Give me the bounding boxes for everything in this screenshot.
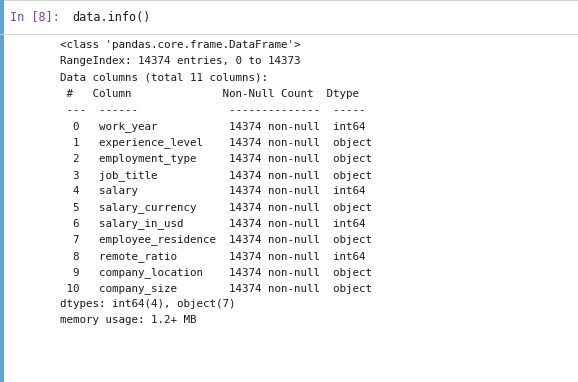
Text: In [8]:: In [8]: [10,10,60,24]
Text: 8   remote_ratio        14374 non-null  int64: 8 remote_ratio 14374 non-null int64 [60,251,365,262]
Text: RangeIndex: 14374 entries, 0 to 14373: RangeIndex: 14374 entries, 0 to 14373 [60,56,301,66]
Text: 3   job_title           14374 non-null  object: 3 job_title 14374 non-null object [60,170,372,181]
Text: data.info(): data.info() [72,10,150,24]
Bar [0,34,4,382]
Bar [0,0,4,34]
Text: 7   employee_residence  14374 non-null  object: 7 employee_residence 14374 non-null obje… [60,235,372,245]
Text: Data columns (total 11 columns):: Data columns (total 11 columns): [60,73,268,83]
Text: dtypes: int64(4), object(7): dtypes: int64(4), object(7) [60,299,235,309]
Text: 2   employment_type     14374 non-null  object: 2 employment_type 14374 non-null object [60,154,372,164]
Text: memory usage: 1.2+ MB: memory usage: 1.2+ MB [60,316,197,325]
Text: 6   salary_in_usd       14374 non-null  int64: 6 salary_in_usd 14374 non-null int64 [60,218,365,229]
Text: 1   experience_level    14374 non-null  object: 1 experience_level 14374 non-null object [60,137,372,148]
Text: 10   company_size        14374 non-null  object: 10 company_size 14374 non-null object [60,283,372,294]
Text: 9   company_location    14374 non-null  object: 9 company_location 14374 non-null object [60,267,372,278]
Text: ---  ------              --------------  -----: --- ------ -------------- ----- [60,105,365,115]
Text: 4   salary              14374 non-null  int64: 4 salary 14374 non-null int64 [60,186,365,196]
Text: 0   work_year           14374 non-null  int64: 0 work_year 14374 non-null int64 [60,121,365,132]
Text: 5   salary_currency     14374 non-null  object: 5 salary_currency 14374 non-null object [60,202,372,213]
Bar [0,0,578,34]
Text: #   Column              Non-Null Count  Dtype: # Column Non-Null Count Dtype [60,89,359,99]
Text: <class 'pandas.core.frame.DataFrame'>: <class 'pandas.core.frame.DataFrame'> [60,40,301,50]
